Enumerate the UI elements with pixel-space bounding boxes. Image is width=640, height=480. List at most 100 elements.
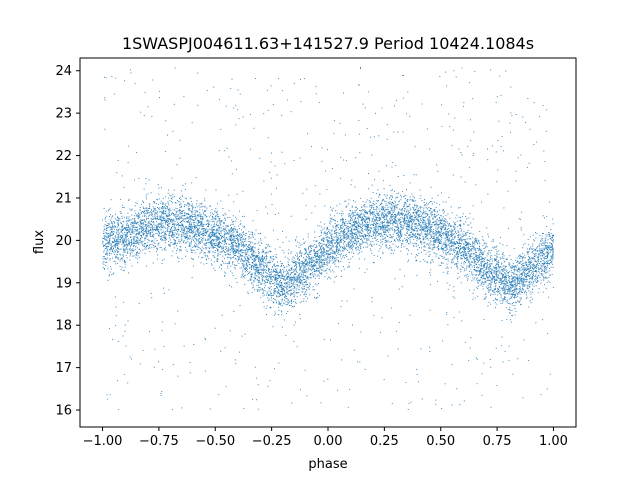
data-point xyxy=(542,233,543,234)
data-point xyxy=(117,237,119,239)
data-point xyxy=(337,224,338,226)
data-point xyxy=(524,257,526,259)
data-point xyxy=(523,278,525,280)
data-point xyxy=(494,286,496,288)
data-point xyxy=(192,233,194,235)
data-point xyxy=(529,128,531,130)
data-point xyxy=(111,228,113,229)
data-point xyxy=(224,274,226,276)
data-point xyxy=(282,289,284,291)
data-point xyxy=(347,231,349,233)
data-point xyxy=(127,212,129,214)
data-point xyxy=(499,278,501,280)
data-point xyxy=(167,216,169,217)
data-point xyxy=(437,238,439,239)
data-point xyxy=(415,209,416,211)
data-point xyxy=(369,227,371,229)
data-point xyxy=(400,194,402,196)
data-point xyxy=(134,248,136,250)
data-point xyxy=(172,219,174,221)
data-point xyxy=(293,296,295,298)
data-point xyxy=(499,280,501,281)
data-point xyxy=(216,229,218,231)
data-point xyxy=(283,302,285,304)
data-point xyxy=(109,236,111,238)
data-point xyxy=(411,227,413,229)
data-point xyxy=(233,249,235,250)
data-point xyxy=(323,238,325,240)
data-point xyxy=(463,223,464,225)
data-point xyxy=(273,289,275,291)
data-point xyxy=(516,293,518,295)
data-point xyxy=(237,248,239,250)
data-point xyxy=(208,258,210,260)
data-point xyxy=(256,271,258,273)
data-point xyxy=(520,303,521,305)
data-point xyxy=(164,238,166,240)
data-point xyxy=(384,216,386,218)
data-point xyxy=(241,244,243,246)
data-point xyxy=(214,211,216,213)
data-point xyxy=(126,247,127,248)
data-point xyxy=(339,241,341,243)
data-point xyxy=(478,248,480,250)
data-point xyxy=(384,228,386,230)
data-point xyxy=(154,225,156,227)
data-point xyxy=(407,205,409,207)
data-point xyxy=(144,215,146,216)
data-point xyxy=(430,261,432,263)
data-point xyxy=(305,204,307,206)
data-point xyxy=(425,213,427,215)
data-point xyxy=(306,257,308,259)
data-point xyxy=(427,230,429,232)
data-point xyxy=(241,239,243,241)
data-point xyxy=(435,227,437,229)
data-point xyxy=(435,215,437,217)
data-point xyxy=(405,214,406,216)
data-point xyxy=(248,231,250,233)
data-point xyxy=(347,242,349,244)
data-point xyxy=(410,215,412,217)
data-point xyxy=(489,264,491,265)
data-point xyxy=(359,151,361,153)
data-point xyxy=(365,217,367,219)
data-point xyxy=(506,281,508,282)
data-point xyxy=(198,225,200,227)
data-point xyxy=(216,225,218,227)
data-point xyxy=(342,256,344,258)
data-point xyxy=(169,215,170,217)
data-point xyxy=(499,242,501,244)
data-point xyxy=(136,242,138,244)
data-point xyxy=(104,248,106,249)
data-point xyxy=(224,239,226,241)
data-point xyxy=(447,288,449,290)
data-point xyxy=(237,256,238,257)
data-point xyxy=(515,267,517,269)
data-point xyxy=(305,296,307,298)
data-point xyxy=(290,295,292,297)
data-point xyxy=(136,230,138,232)
data-point xyxy=(329,232,330,234)
data-point xyxy=(252,251,254,253)
data-point xyxy=(172,243,174,245)
data-point xyxy=(218,394,220,396)
data-point xyxy=(189,226,191,227)
data-point xyxy=(539,116,541,118)
data-point xyxy=(445,71,447,73)
data-point xyxy=(443,242,445,244)
data-point xyxy=(217,245,219,247)
data-point xyxy=(227,231,229,233)
data-point xyxy=(368,216,370,218)
data-point xyxy=(333,258,335,260)
data-point xyxy=(244,245,246,247)
data-point xyxy=(126,240,128,242)
data-point xyxy=(203,244,205,246)
data-point xyxy=(242,244,244,246)
data-point xyxy=(378,233,379,234)
data-point xyxy=(428,247,430,249)
data-point xyxy=(425,226,427,228)
data-point xyxy=(448,253,450,255)
data-point xyxy=(511,284,513,286)
data-point xyxy=(537,279,539,281)
data-point xyxy=(423,219,425,221)
